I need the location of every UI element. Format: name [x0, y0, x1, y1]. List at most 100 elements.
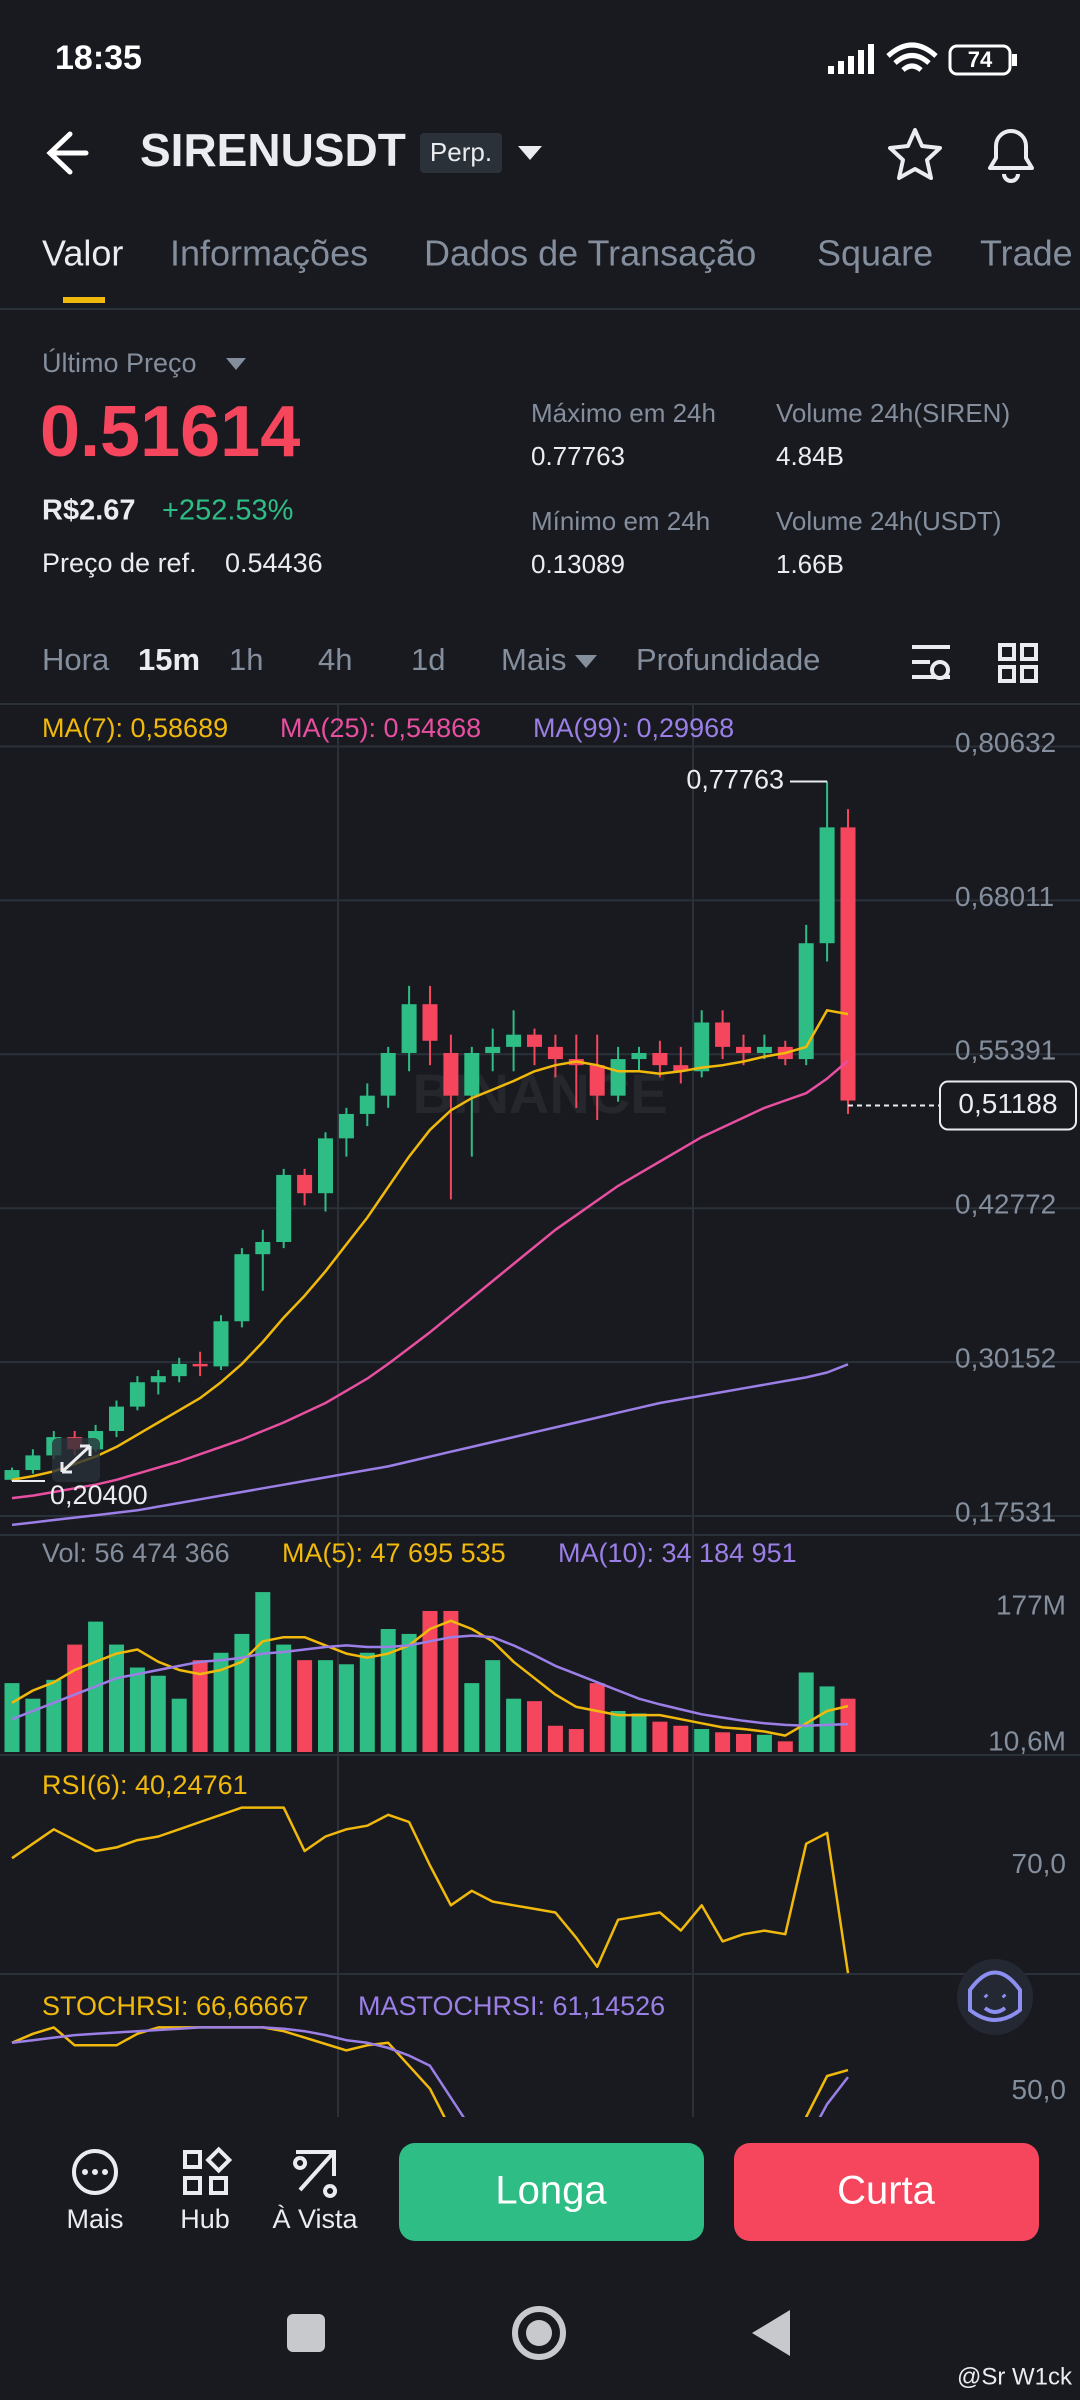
battery-level: 74 — [968, 47, 993, 72]
long-button[interactable] — [399, 2143, 704, 2241]
volume-bar — [673, 1725, 689, 1752]
alert-button[interactable] — [988, 129, 1034, 183]
indicator-line — [11, 1806, 850, 1974]
rsi-legend: RSI(6): 40,24761 — [42, 1770, 248, 1800]
candle-body — [547, 1046, 563, 1060]
hub-icon[interactable] — [183, 2146, 233, 2195]
indicator-line — [11, 1634, 849, 1728]
interval[interactable]: 15m — [138, 642, 200, 677]
interval[interactable]: Hora — [42, 642, 110, 677]
candle-body — [443, 1052, 459, 1096]
volume-bar — [109, 1644, 124, 1752]
badge-bg — [420, 133, 502, 173]
pair-title[interactable]: SIRENUSDT — [140, 124, 406, 176]
candle-body — [756, 1046, 772, 1053]
nav-recent[interactable] — [287, 2314, 325, 2352]
dropdown-icon[interactable] — [226, 358, 246, 370]
interval[interactable]: Profundidade — [636, 642, 820, 677]
tab[interactable]: Valor — [42, 233, 123, 274]
hub-label[interactable]: Hub — [180, 2204, 230, 2234]
spot-label[interactable]: À Vista — [272, 2204, 358, 2234]
volume-bar — [777, 1741, 793, 1752]
volume-bar — [25, 1698, 41, 1752]
long-label[interactable]: Longa — [495, 2169, 607, 2213]
candle-body — [506, 1034, 522, 1047]
candle-body — [652, 1052, 668, 1066]
volume-bar — [171, 1698, 187, 1752]
dropdown-icon[interactable] — [575, 655, 597, 668]
volume-bar — [610, 1711, 626, 1752]
back-button[interactable] — [46, 131, 89, 175]
tab[interactable]: Dados de Transação — [424, 233, 756, 274]
volume-legend: Vol: 56 474 366 — [42, 1538, 230, 1568]
candle-body — [192, 1363, 208, 1367]
volume-bar — [631, 1713, 647, 1752]
favorite-button[interactable] — [888, 128, 942, 180]
interval[interactable]: 1d — [411, 642, 445, 677]
more-label[interactable]: Mais — [66, 2204, 123, 2234]
candle-body — [25, 1455, 41, 1471]
volume-bar — [443, 1610, 459, 1752]
short-label[interactable]: Curta — [837, 2169, 936, 2213]
nav-back[interactable] — [752, 2310, 790, 2356]
volume-bar — [338, 1664, 354, 1752]
candle-body — [359, 1095, 375, 1114]
spot-icon[interactable] — [293, 2150, 338, 2198]
candle-body — [527, 1034, 542, 1047]
signal-icon — [828, 44, 874, 74]
candle-body — [401, 1004, 417, 1053]
last-price-box — [939, 1080, 1077, 1131]
badge: Perp. — [430, 137, 492, 167]
volume-bar — [527, 1701, 542, 1752]
volume-bar — [380, 1629, 396, 1752]
min-label: 0,20400 — [50, 1480, 148, 1510]
candle-body — [736, 1046, 751, 1053]
tab[interactable]: Square — [817, 233, 933, 274]
last-price-label: 0,51188 — [958, 1088, 1057, 1119]
volume-bar — [464, 1683, 480, 1752]
ma-legend: MA(99): 0,29968 — [533, 713, 734, 743]
candle-body — [422, 1004, 438, 1041]
volume-bar — [485, 1660, 501, 1752]
indicator-line — [11, 1059, 849, 1500]
volume-tick-label: 177M — [996, 1589, 1066, 1620]
stat-label: Máximo em 24h — [531, 398, 716, 428]
candle-body — [129, 1382, 145, 1407]
interval[interactable]: Mais — [501, 642, 566, 677]
candle-body — [255, 1241, 271, 1255]
candle-body — [631, 1052, 647, 1060]
ma-legend: MA(25): 0,54868 — [280, 713, 481, 743]
tab[interactable]: Trade — [980, 233, 1073, 274]
volume-bar — [213, 1652, 229, 1752]
dropdown-icon[interactable] — [518, 146, 542, 160]
y-tick-label: 0,80632 — [955, 727, 1056, 758]
stat-label: Volume 24h(SIREN) — [776, 398, 1010, 428]
fiat-price: R$2.67 — [42, 495, 136, 527]
stat-label: Último Preço — [42, 347, 197, 378]
volume-bar — [401, 1633, 417, 1752]
indicator-line — [11, 2026, 849, 2117]
candle-body — [485, 1046, 501, 1053]
candle-body — [715, 1022, 731, 1047]
indicator-settings-dot — [930, 660, 950, 680]
volume-bar — [297, 1660, 313, 1752]
candle-body — [694, 1022, 710, 1072]
interval[interactable]: 4h — [318, 642, 352, 677]
candle-body — [589, 1065, 605, 1096]
volume-bar — [589, 1683, 605, 1752]
layout-button[interactable] — [998, 643, 1038, 683]
candle-body — [380, 1052, 396, 1096]
nav-home[interactable] — [512, 2306, 566, 2360]
candle-body — [798, 943, 814, 1060]
interval[interactable]: 1h — [229, 642, 263, 677]
candle-body — [4, 1470, 20, 1480]
stochrsi-tick-label: 50,0 — [1012, 2074, 1067, 2105]
battery-icon — [948, 44, 1012, 76]
candle-body — [234, 1254, 250, 1322]
tab[interactable]: Informações — [170, 233, 368, 274]
short-button[interactable] — [734, 2143, 1039, 2241]
more-icon[interactable] — [72, 2149, 118, 2195]
stochrsi-legend: STOCHRSI: 66,66667 — [42, 1991, 309, 2021]
